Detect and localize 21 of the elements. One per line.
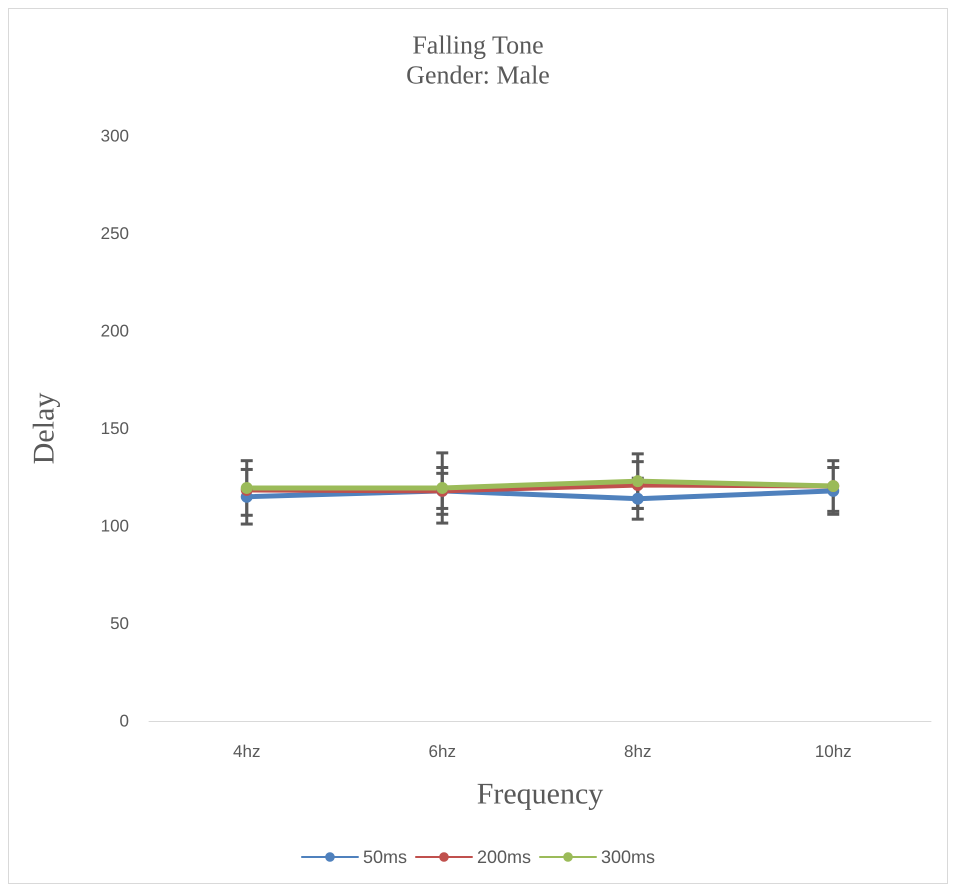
y-tick-label: 200 — [100, 322, 129, 340]
x-tick-label: 8hz — [624, 742, 652, 761]
x-tick-label: 6hz — [428, 742, 456, 761]
y-tick-label: 300 — [100, 126, 129, 146]
y-tick-label: 150 — [100, 419, 129, 438]
x-axis-title: Frequency — [476, 778, 604, 810]
chart-subtitle: Gender: Male — [406, 60, 550, 90]
x-tick-label: 10hz — [814, 742, 852, 761]
legend-label: 50ms — [362, 847, 407, 867]
y-axis-title: Delay — [28, 392, 60, 464]
y-tick-label: 0 — [120, 712, 129, 730]
chart-title: Falling Tone — [412, 30, 544, 60]
legend-label: 300ms — [601, 847, 656, 867]
y-tick-label: 250 — [100, 224, 129, 243]
x-tick-label: 4hz — [233, 742, 260, 761]
point — [632, 475, 644, 488]
legend-label: 200ms — [476, 847, 532, 867]
y-tick-label: 100 — [100, 516, 129, 536]
point — [632, 492, 644, 505]
point — [436, 482, 448, 494]
y-tick-label: 50 — [110, 614, 129, 633]
